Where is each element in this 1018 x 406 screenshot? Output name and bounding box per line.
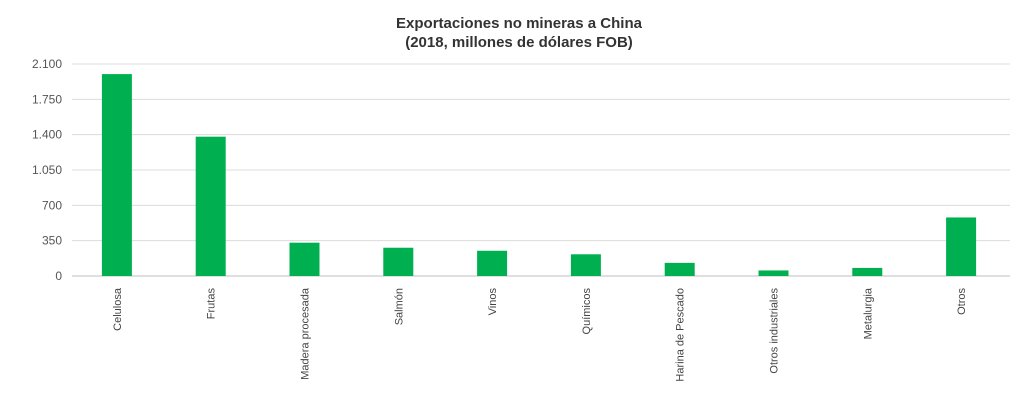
- x-category-label: Celulosa: [112, 287, 124, 331]
- bars: [101, 74, 977, 276]
- y-tick-label: 1.750: [32, 92, 62, 106]
- x-category-label: Otros industriales: [769, 288, 781, 374]
- y-tick-label: 350: [42, 234, 62, 248]
- bar-químicos: [570, 254, 601, 276]
- bar-frutas: [195, 136, 226, 276]
- chart-subtitle: (2018, millones de dólares FOB): [405, 34, 633, 51]
- bar-otros-industriales: [758, 270, 789, 276]
- y-tick-label: 0: [55, 269, 62, 283]
- y-axis-tick-labels: 0 350 700 1.050 1.400 1.750 2.100: [32, 57, 62, 283]
- x-category-label: Químicos: [581, 288, 593, 335]
- bar-celulosa: [101, 74, 132, 276]
- bar-harina-de-pescado: [664, 262, 695, 276]
- x-category-label: Metalurgia: [862, 287, 874, 339]
- x-category-label: Harina de Pescado: [675, 288, 687, 382]
- bar-madera-procesada: [289, 242, 320, 276]
- bar-metalurgia: [852, 267, 883, 276]
- y-tick-label: 2.100: [32, 57, 62, 71]
- x-category-label: Vinos: [487, 288, 499, 316]
- chart-title: Exportaciones no mineras a China: [396, 15, 643, 32]
- bar-vinos: [477, 250, 508, 276]
- y-tick-label: 1.400: [32, 128, 62, 142]
- x-axis-category-labels: Celulosa Frutas Madera procesada Salmón Vino…: [112, 287, 968, 381]
- x-category-label: Otros: [956, 288, 968, 315]
- bar-salmón: [383, 247, 414, 276]
- gridlines: [72, 63, 1010, 277]
- x-category-label: Salmón: [393, 288, 405, 325]
- y-tick-label: 1.050: [32, 163, 62, 177]
- x-category-label: Madera procesada: [300, 287, 312, 380]
- y-tick-label: 700: [42, 198, 62, 212]
- bar-otros: [946, 217, 977, 276]
- x-category-label: Frutas: [206, 288, 218, 320]
